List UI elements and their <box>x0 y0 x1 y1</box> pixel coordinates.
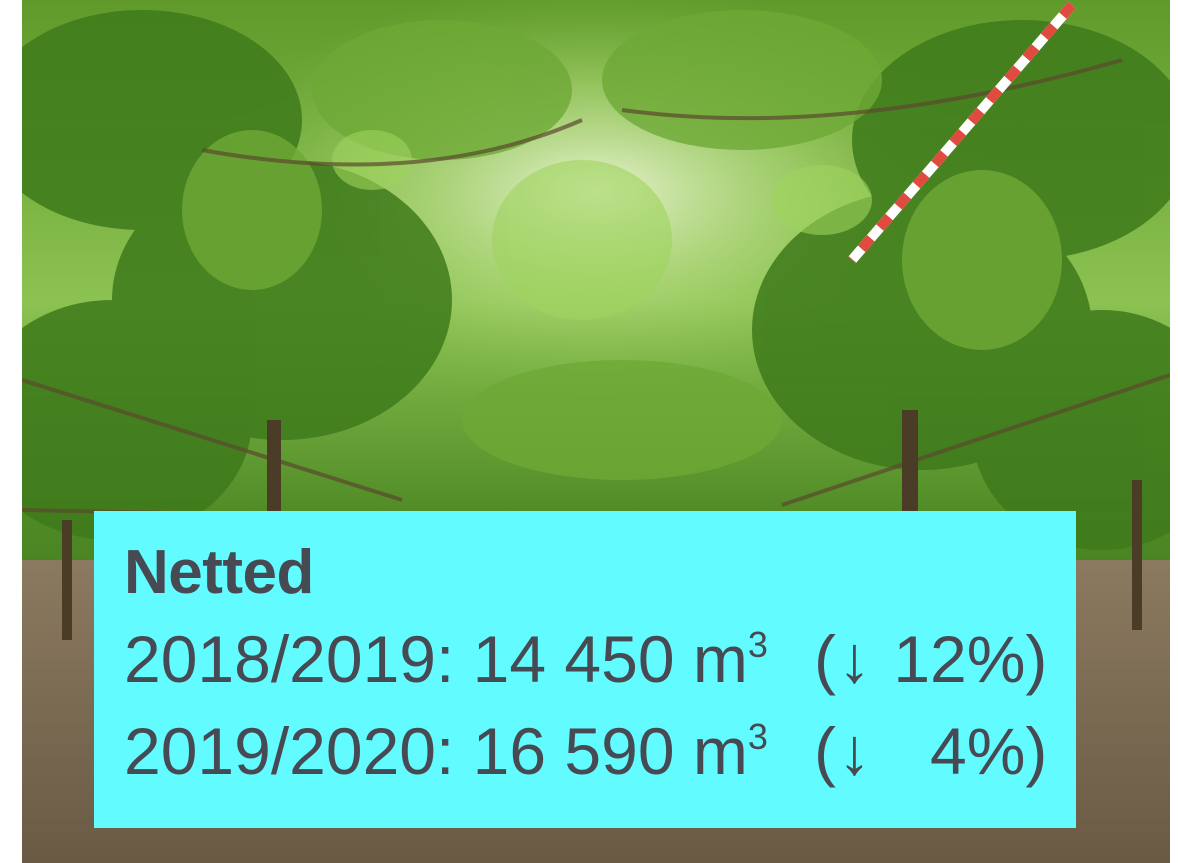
percent-change: (↓ 4%) <box>814 707 1047 795</box>
season-label: 2018/2019: <box>124 622 455 696</box>
season-row-2019-2020: 2019/2020: 16 590 m3 (↓ 4%) <box>124 707 1076 799</box>
season-label: 2019/2020: <box>124 714 455 788</box>
water-amount: 16 590 m <box>472 714 748 788</box>
open-paren: ( <box>814 622 836 696</box>
season-row-2018-2019: 2018/2019: 14 450 m3 (↓ 12%) <box>124 615 1076 707</box>
info-caption-box: Netted 2018/2019: 14 450 m3 (↓ 12%) 2019… <box>94 511 1076 828</box>
season-amount: 2019/2020: 16 590 m3 <box>124 707 768 795</box>
percent-value: 4%) <box>874 714 1048 788</box>
percent-value: 12%) <box>874 622 1048 696</box>
caption-title: Netted <box>124 538 314 607</box>
water-amount: 14 450 m <box>472 622 748 696</box>
season-amount: 2018/2019: 14 450 m3 <box>124 615 768 703</box>
percent-change: (↓ 12%) <box>814 615 1047 703</box>
open-paren: ( <box>814 714 836 788</box>
unit-exponent: 3 <box>747 624 768 665</box>
unit-exponent: 3 <box>747 716 768 757</box>
down-arrow-icon: ↓ <box>837 622 871 696</box>
down-arrow-icon: ↓ <box>837 714 871 788</box>
